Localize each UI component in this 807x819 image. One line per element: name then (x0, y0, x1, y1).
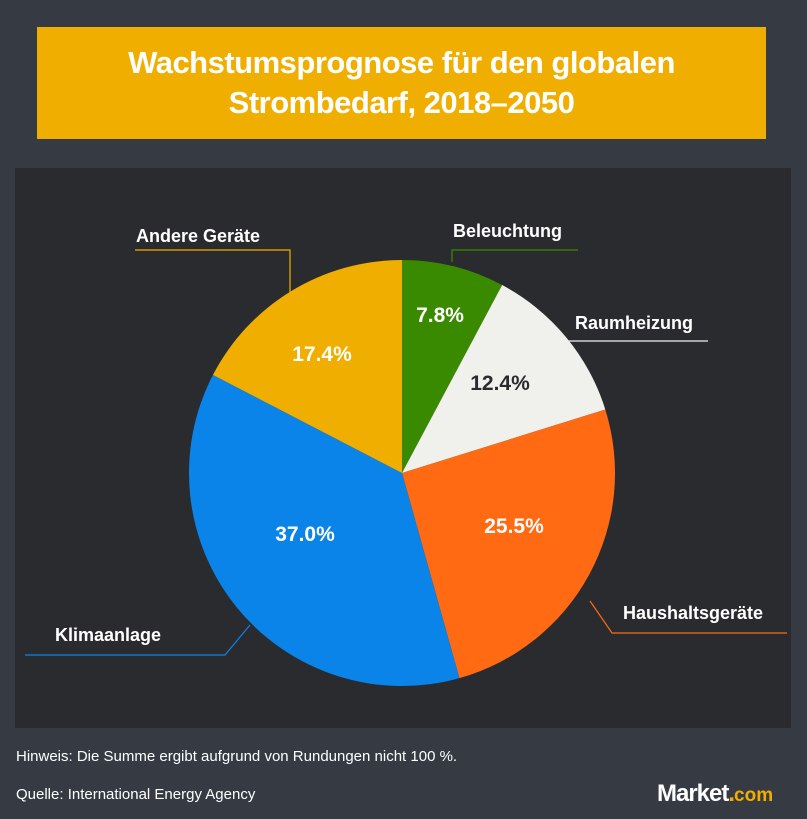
slice-category-label: Haushaltsgeräte (623, 603, 763, 623)
pie-slice-andere-ger-te (212, 260, 402, 473)
title-banner: Wachstumsprognose für den globalen Strom… (37, 27, 766, 139)
slice-category-label: Andere Geräte (136, 226, 260, 246)
pie-slice-haushaltsger-te (402, 409, 615, 679)
slice-value-label: 25.5% (484, 515, 544, 538)
chart-title: Wachstumsprognose für den globalen Strom… (128, 45, 675, 120)
slice-category-label: Klimaanlage (55, 625, 161, 645)
pie-slice-beleuchtung (402, 260, 503, 473)
footnote: Hinweis: Die Summe ergibt aufgrund von R… (16, 748, 458, 765)
source-note: Quelle: International Energy Agency (16, 786, 256, 803)
leader-line (25, 624, 251, 656)
pie-slice-klimaanlage (189, 374, 460, 686)
leader-line (451, 249, 578, 262)
slice-value-label: 7.8% (416, 304, 464, 327)
pie-slice-raumheizung (402, 285, 606, 473)
slice-value-label: 12.4% (470, 372, 530, 395)
slice-value-label: 37.0% (275, 523, 335, 546)
slice-category-label: Raumheizung (575, 313, 693, 333)
market-com-logo: Market.com (657, 780, 774, 807)
slice-category-label: Beleuchtung (453, 221, 562, 241)
leader-line (135, 249, 291, 292)
slice-value-label: 17.4% (292, 343, 352, 366)
leader-line (589, 600, 787, 634)
